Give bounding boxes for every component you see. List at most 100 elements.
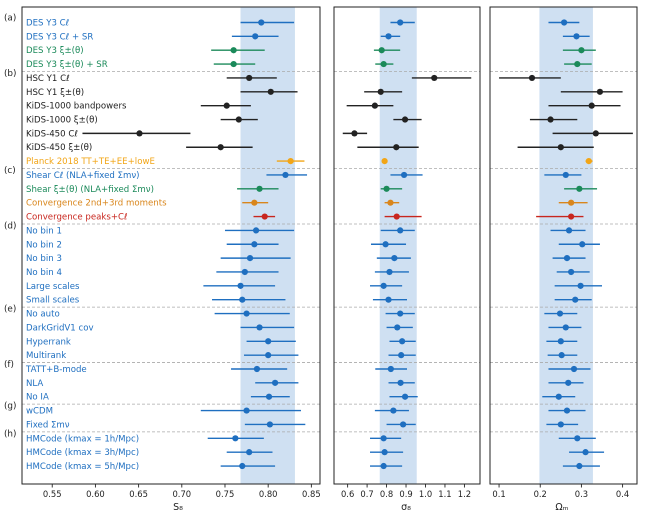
data-point — [398, 352, 405, 359]
data-point — [258, 19, 265, 26]
x-tick-label: 0.6 — [341, 489, 354, 499]
data-point — [400, 421, 407, 428]
data-point — [252, 227, 260, 234]
row-label: Small scales — [26, 296, 80, 306]
data-point — [253, 365, 261, 373]
x-tick-label: 0.2 — [534, 489, 547, 499]
section-label: (g) — [4, 402, 16, 412]
data-point — [261, 213, 268, 220]
data-point — [287, 158, 294, 165]
row-label: TATT+B-mode — [25, 365, 87, 375]
data-point — [568, 213, 575, 220]
data-point — [528, 74, 536, 82]
row-label: DES Y3 Cℓ + SR — [26, 32, 93, 42]
section-label: (a) — [4, 14, 16, 24]
data-point — [256, 324, 263, 331]
data-point — [351, 130, 358, 137]
data-point — [557, 338, 564, 345]
xlabel-sigma8: σ₈ — [401, 502, 411, 513]
data-point — [237, 282, 244, 289]
x-tick-label: 1.1 — [438, 489, 451, 499]
row-label: DES Y3 Cℓ — [26, 19, 69, 29]
data-point — [380, 60, 387, 68]
data-point — [266, 421, 274, 428]
row-label: Planck 2018 TT+TE+EE+lowE — [26, 157, 155, 167]
data-point — [557, 144, 564, 151]
data-point — [382, 241, 389, 248]
x-tick-label: 1.0 — [419, 489, 432, 499]
data-point — [397, 19, 404, 26]
data-point — [394, 324, 401, 331]
data-point — [267, 88, 274, 95]
panel-frame — [21, 6, 321, 485]
data-point — [574, 435, 581, 442]
row-label: Shear Cℓ (NLA+fixed Σmν) — [26, 171, 140, 181]
row-label: No bin 3 — [26, 254, 62, 264]
data-point — [239, 296, 246, 303]
data-point — [401, 116, 409, 123]
row-label: KiDS-1000 bandpowers — [26, 102, 127, 112]
row-label: KiDS-450 ξ±(θ) — [26, 143, 92, 153]
data-point — [401, 393, 409, 400]
row-label: DarkGridV1 cov — [26, 323, 94, 333]
x-tick-label: 1.2 — [458, 489, 471, 499]
panel-frames — [21, 6, 638, 485]
data-point — [246, 449, 253, 456]
row-label: No bin 2 — [26, 240, 62, 250]
data-point — [400, 171, 408, 179]
data-point — [239, 462, 246, 470]
data-point — [380, 462, 387, 470]
axis-ticks: 0.55 0.60 0.65 0.70 0.75 0.80 0.85 0.6 0.7 0.8 0.9… — [43, 484, 629, 499]
data-point — [397, 227, 404, 234]
x-tick-label: 0.70 — [172, 489, 191, 499]
row-label: Shear ξ±(θ) (NLA+fixed Σmν) — [26, 185, 154, 195]
data-point — [579, 241, 586, 248]
x-tick-label: 0.1 — [492, 489, 505, 499]
x-tick-label: 0.7 — [360, 489, 373, 499]
row-label: DES Y3 ξ±(θ) + SR — [26, 60, 108, 70]
row-label: NLA — [26, 379, 43, 389]
data-point — [230, 47, 237, 54]
xlabel-omegam: Ωₘ — [555, 502, 568, 513]
panel-frame — [489, 6, 638, 485]
data-point — [256, 185, 263, 192]
data-point — [555, 393, 562, 400]
data-point — [585, 158, 592, 165]
data-point — [582, 449, 589, 456]
data-point — [282, 171, 289, 179]
data-marks — [82, 19, 633, 470]
row-label: No bin 1 — [26, 226, 62, 236]
x-tick-label: 0.85 — [302, 489, 321, 499]
data-point — [574, 60, 581, 68]
data-point — [381, 449, 388, 456]
row-label: wCDM — [26, 407, 53, 417]
row-label: No IA — [26, 393, 49, 403]
data-point — [251, 241, 258, 248]
x-tick-label: 0.80 — [259, 489, 278, 499]
data-point — [380, 435, 387, 442]
data-point — [265, 393, 273, 400]
section-separators — [22, 71, 637, 433]
x-tick-label: 0.9 — [399, 489, 412, 499]
data-point — [399, 338, 406, 345]
row-label: Fixed Σmν — [26, 420, 70, 430]
row-labels: (a) (b) (c) (d) (e) (f) (g) (h) DES Y3 Cℓ DES Y3 … — [4, 14, 167, 473]
data-point — [431, 74, 438, 82]
data-point — [246, 74, 253, 82]
data-point — [572, 296, 579, 303]
xlabel-s8: S₈ — [173, 502, 183, 513]
row-label: HSC Y1 Cℓ — [26, 74, 70, 84]
data-point — [588, 102, 595, 109]
data-point — [387, 199, 394, 206]
row-label: HSC Y1 ξ±(θ) — [26, 88, 84, 98]
data-point — [570, 365, 578, 373]
x-tick-label: 0.65 — [129, 489, 148, 499]
row-label: HMCode (kmax = 5h/Mpc) — [26, 462, 139, 472]
row-label: No auto — [26, 310, 60, 320]
data-point — [271, 379, 279, 386]
data-point — [576, 185, 583, 192]
x-tick-label: 0.3 — [575, 489, 588, 499]
section-label: (d) — [4, 221, 16, 231]
section-label: (h) — [4, 429, 16, 439]
